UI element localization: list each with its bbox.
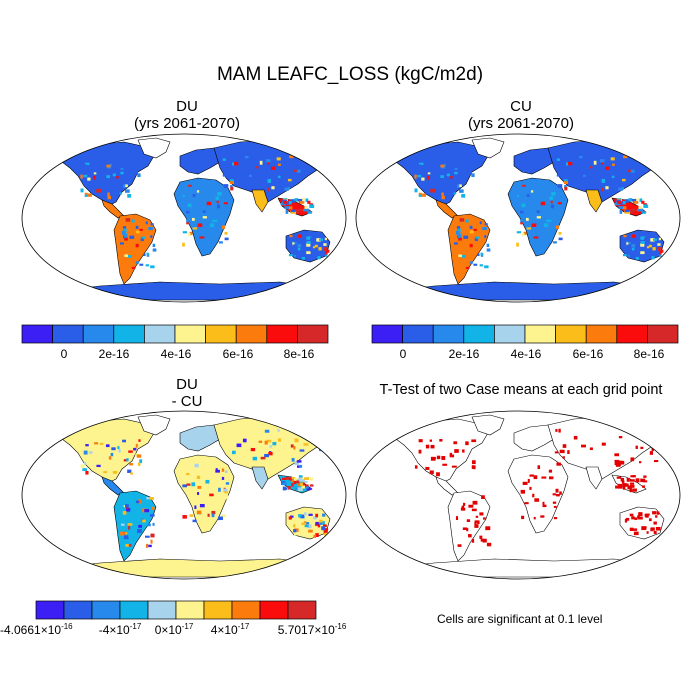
- panel-ttest-title: T-Test of two Case means at each grid po…: [379, 382, 663, 398]
- colorbar-swatch: [297, 324, 329, 344]
- colorbar-swatch: [585, 324, 618, 344]
- ttest-note: Cells are significant at 0.1 level: [437, 612, 603, 626]
- cbar-diff-label-1: -4×10-17: [98, 622, 142, 638]
- panel-diff-line2: - CU: [171, 393, 203, 410]
- colorbar-swatch: [647, 324, 679, 344]
- cbar-du-label-4: 8e-16: [283, 347, 315, 361]
- cbar-du-label-1: 2e-16: [98, 347, 130, 361]
- map-ttest: [355, 410, 681, 580]
- colorbar-swatch: [287, 600, 317, 620]
- colorbar-swatch: [52, 324, 84, 344]
- cbar-diff-label-3: 4×10-17: [210, 622, 250, 638]
- cbar-du-label-3: 6e-16: [222, 347, 254, 361]
- colorbar-swatch: [266, 324, 298, 344]
- colorbar-swatch: [402, 324, 434, 344]
- colorbar-swatch: [616, 324, 648, 344]
- cbar-cu-label-3: 6e-16: [572, 347, 604, 361]
- cbar-diff-label-0: -4.0661×10-16: [0, 622, 73, 638]
- colorbar-swatch: [555, 324, 587, 344]
- colorbar-du: [21, 324, 329, 344]
- colorbar-swatch: [63, 600, 93, 620]
- colorbar-swatch: [371, 324, 403, 344]
- panel-du-title: DU (yrs 2061-2070): [87, 98, 287, 132]
- colorbar-swatch: [119, 600, 149, 620]
- colorbar-swatch: [175, 600, 205, 620]
- cbar-cu-label-1: 2e-16: [448, 347, 480, 361]
- colorbar-swatch: [494, 324, 526, 344]
- colorbar-diff: [35, 600, 317, 620]
- map-diff: [21, 410, 347, 580]
- map-du: [21, 133, 347, 303]
- colorbar-swatch: [524, 324, 556, 344]
- cbar-diff-label-4: 5.7017×10-16: [277, 622, 347, 638]
- colorbar-swatch: [259, 600, 289, 620]
- colorbar-swatch: [113, 324, 145, 344]
- cbar-cu-label-4: 8e-16: [633, 347, 665, 361]
- panel-cu-name: CU: [510, 98, 532, 115]
- cbar-cu-label-0: 0: [399, 347, 407, 361]
- colorbar-swatch: [91, 600, 121, 620]
- cbar-cu-label-2: 4e-16: [510, 347, 542, 361]
- panel-cu-period: (yrs 2061-2070): [468, 115, 574, 132]
- colorbar-swatch: [147, 600, 177, 620]
- colorbar-swatch: [205, 324, 237, 344]
- colorbar-swatch: [235, 324, 268, 344]
- cbar-du-label-0: 0: [60, 347, 68, 361]
- panel-cu-title: CU (yrs 2061-2070): [421, 98, 621, 132]
- panel-du-name: DU: [176, 98, 198, 115]
- panel-diff-line1: DU: [176, 376, 198, 393]
- colorbar-swatch: [463, 324, 495, 344]
- colorbar-swatch: [203, 600, 233, 620]
- panel-du-period: (yrs 2061-2070): [134, 115, 240, 132]
- colorbar-swatch: [82, 324, 115, 344]
- colorbar-swatch: [432, 324, 465, 344]
- colorbar-swatch: [144, 324, 176, 344]
- colorbar-swatch: [231, 600, 261, 620]
- map-cu: [355, 133, 681, 303]
- colorbar-swatch: [35, 600, 65, 620]
- figure-title: MAM LEAFC_LOSS (kgC/m2d): [216, 64, 484, 85]
- cbar-du-label-2: 4e-16: [160, 347, 192, 361]
- cbar-diff-label-2: 0×10-17: [154, 622, 194, 638]
- colorbar-swatch: [21, 324, 53, 344]
- panel-diff-title: DU - CU: [87, 376, 287, 410]
- colorbar-swatch: [174, 324, 206, 344]
- colorbar-cu: [371, 324, 679, 344]
